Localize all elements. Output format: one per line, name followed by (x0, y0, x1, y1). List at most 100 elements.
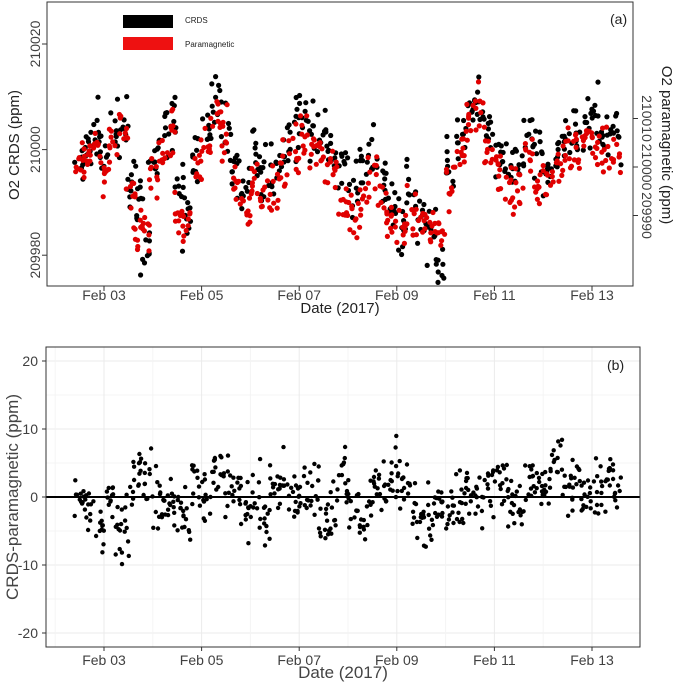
paramagnetic-point (132, 236, 138, 242)
paramagnetic-point (102, 168, 108, 174)
crds-point (180, 174, 186, 181)
difference-point (243, 512, 248, 518)
paramagnetic-point (614, 141, 620, 147)
paramagnetic-point (196, 152, 202, 158)
paramagnetic-point (183, 227, 189, 234)
difference-point (98, 509, 103, 514)
paramagnetic-point (605, 143, 611, 150)
paramagnetic-point (476, 123, 482, 129)
paramagnetic-point (464, 137, 470, 143)
difference-point (495, 464, 501, 470)
difference-point (588, 485, 593, 490)
crds-point (580, 147, 586, 153)
difference-point (172, 510, 177, 515)
difference-point (104, 489, 110, 494)
paramagnetic-point (232, 164, 238, 170)
paramagnetic-point (137, 217, 143, 223)
paramagnetic-point (461, 159, 467, 165)
paramagnetic-point (275, 197, 281, 203)
data-points-a (72, 74, 624, 285)
paramagnetic-point (365, 154, 371, 161)
difference-point (178, 500, 184, 505)
paramagnetic-point (373, 162, 379, 169)
paramagnetic-point (388, 225, 394, 231)
paramagnetic-point (475, 79, 482, 85)
paramagnetic-point (611, 136, 617, 142)
paramagnetic-point (114, 152, 120, 158)
difference-point (293, 483, 299, 488)
difference-point (250, 472, 255, 478)
difference-point (171, 505, 176, 510)
difference-point (506, 495, 511, 500)
difference-point (344, 500, 349, 505)
paramagnetic-point (248, 191, 254, 197)
crds-point (433, 257, 439, 263)
difference-point (588, 499, 593, 504)
crds-point (269, 184, 275, 190)
difference-point (264, 529, 269, 535)
y-axis-label-left-a: O2 CRDS (ppm) (6, 90, 23, 200)
paramagnetic-point (503, 174, 509, 180)
paramagnetic-point (385, 217, 391, 223)
crds-point (520, 161, 527, 167)
difference-point (101, 542, 106, 547)
difference-point (308, 503, 313, 508)
difference-point (558, 443, 563, 448)
paramagnetic-point (420, 210, 426, 217)
difference-point (444, 526, 449, 531)
crds-point (476, 74, 482, 80)
difference-point (480, 526, 485, 531)
difference-point (110, 492, 116, 497)
difference-point (262, 543, 268, 548)
difference-point (565, 513, 571, 518)
crds-point (444, 149, 450, 155)
difference-point (297, 484, 303, 490)
paramagnetic-point (582, 135, 588, 141)
difference-point (315, 497, 320, 502)
paramagnetic-point (540, 168, 546, 174)
difference-point (599, 502, 604, 508)
paramagnetic-point (537, 172, 543, 178)
difference-point (278, 475, 283, 480)
paramagnetic-point (468, 128, 474, 134)
paramagnetic-point (185, 223, 191, 229)
difference-point (401, 497, 407, 502)
paramagnetic-point (527, 158, 534, 164)
paramagnetic-point (410, 226, 416, 232)
difference-point (579, 483, 584, 488)
paramagnetic-point (560, 167, 566, 173)
difference-point (316, 526, 322, 531)
difference-point (83, 497, 88, 502)
paramagnetic-point (483, 159, 489, 165)
paramagnetic-point (223, 131, 229, 137)
difference-point (428, 533, 433, 538)
difference-point (434, 495, 439, 501)
difference-point (411, 515, 417, 520)
difference-point (447, 513, 452, 518)
x-tick-label-b: Feb 07 (277, 652, 321, 668)
difference-point (410, 521, 415, 526)
x-tick-label-a: Feb 13 (570, 287, 614, 303)
x-tick-label-a: Feb 03 (82, 287, 126, 303)
difference-point (532, 490, 538, 495)
difference-point (440, 510, 445, 516)
difference-point (119, 550, 125, 555)
crds-point (604, 114, 610, 120)
paramagnetic-point (117, 131, 123, 137)
difference-point (430, 522, 436, 528)
difference-point (488, 503, 494, 508)
difference-point (501, 498, 507, 503)
crds-point (146, 238, 152, 244)
paramagnetic-point (592, 155, 599, 161)
crds-point (307, 128, 313, 134)
paramagnetic-point (274, 171, 281, 177)
x-tick-label-b: Feb 09 (375, 652, 419, 668)
difference-point (123, 505, 128, 510)
paramagnetic-point (517, 200, 523, 207)
paramagnetic-point (420, 229, 426, 235)
crds-point (136, 196, 142, 202)
difference-point (421, 543, 427, 548)
paramagnetic-point (79, 140, 85, 146)
paramagnetic-point (92, 130, 98, 136)
crds-point (350, 177, 357, 183)
